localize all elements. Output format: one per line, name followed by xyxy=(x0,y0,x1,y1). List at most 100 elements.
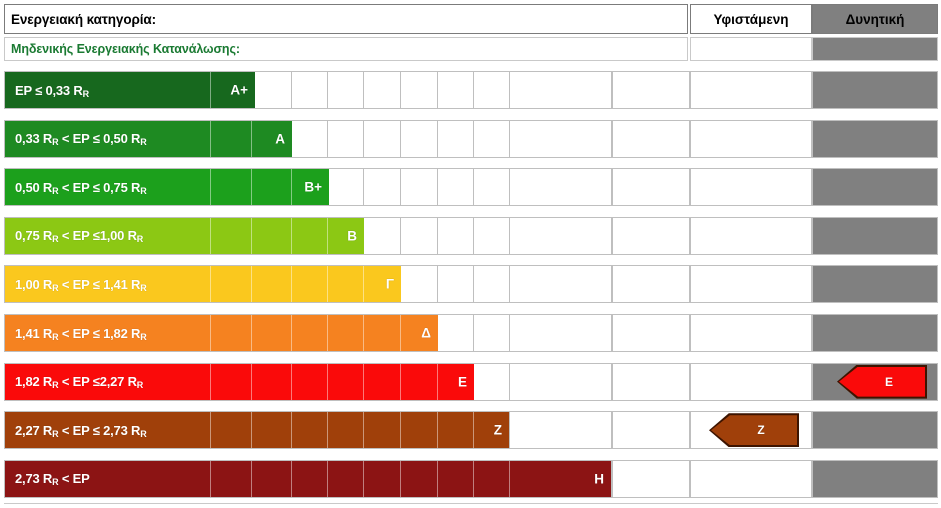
bar-gridline xyxy=(363,169,364,206)
potential-cell-B+ xyxy=(812,168,938,207)
rating-marker-body: E xyxy=(839,366,925,397)
bar-grade-label-A: A xyxy=(275,131,285,147)
page-title: Ενεργειακή κατηγορία: xyxy=(4,4,688,34)
bar-segment-separator xyxy=(363,266,364,303)
bar-gridline xyxy=(509,72,510,108)
zero-energy-potential-cell xyxy=(812,37,938,61)
category-row: 1,00 RR < EP ≤ 1,41 RR Γ xyxy=(0,260,941,309)
bar-grade-label-Z: Z xyxy=(493,422,502,438)
bar-segment-separator xyxy=(437,363,438,400)
bar-gridline xyxy=(473,266,474,303)
bar-track: 2,73 RR < EP H xyxy=(4,459,612,498)
bar-grade-label-Δ: Δ xyxy=(421,325,431,341)
bar-gridline xyxy=(509,169,510,206)
bar-segment-separator xyxy=(291,315,292,351)
bar-segment-separator xyxy=(363,315,364,351)
bar-tail-cell xyxy=(612,314,690,352)
column-header-existing: Υφιστάμενη xyxy=(690,4,812,34)
bar-gridline xyxy=(437,120,438,157)
bar-gridline xyxy=(363,72,364,108)
bar-gridline xyxy=(473,217,474,254)
bar-gridline xyxy=(473,72,474,108)
bar-gridline xyxy=(400,217,401,254)
bar-tail-cell xyxy=(612,459,690,498)
category-row: 1,41 RR < EP ≤ 1,82 RR Δ xyxy=(0,309,941,358)
bar-segment-separator xyxy=(400,460,401,497)
bar-segment-separator xyxy=(363,363,364,400)
bar-gridline xyxy=(509,217,510,254)
bar-segment-separator xyxy=(291,363,292,400)
column-header-potential: Δυνητική xyxy=(812,4,938,34)
page-title-text: Ενεργειακή κατηγορία: xyxy=(11,11,156,27)
rating-marker-Z: Z xyxy=(709,413,799,448)
potential-cell-B xyxy=(812,216,938,255)
zero-energy-label-text: Μηδενικής Ενεργειακής Κατανάλωσης: xyxy=(11,42,240,56)
existing-cell-Γ xyxy=(690,265,812,304)
bar-gridline xyxy=(473,120,474,157)
bar-gridline xyxy=(509,315,510,351)
bar-range-label: 1,00 RR < EP ≤ 1,41 RR xyxy=(15,276,147,293)
bar-grade-label-B: B xyxy=(347,228,357,244)
category-row: EP ≤ 0,33 RR A+ xyxy=(0,66,941,115)
bar-segment-separator xyxy=(327,217,328,254)
bar-segment-separator xyxy=(291,217,292,254)
bar-fill-E: 1,82 RR < EP ≤2,27 RR E xyxy=(5,363,474,400)
column-header-potential-label: Δυνητική xyxy=(845,11,905,27)
bar-tail-cell xyxy=(612,265,690,304)
bar-segment-separator xyxy=(437,460,438,497)
existing-cell-Z: Z xyxy=(690,411,812,450)
existing-cell-E xyxy=(690,362,812,401)
bar-gridline xyxy=(291,72,292,108)
bar-segment-separator xyxy=(251,266,252,303)
rating-marker-E: E xyxy=(837,364,927,399)
bar-range-label: EP ≤ 0,33 RR xyxy=(15,82,89,99)
existing-cell-Δ xyxy=(690,314,812,352)
bar-range-label: 1,82 RR < EP ≤2,27 RR xyxy=(15,374,144,391)
bar-segment-separator xyxy=(210,266,211,303)
bar-segment-separator xyxy=(210,217,211,254)
existing-cell-A xyxy=(690,119,812,158)
bar-segment-separator xyxy=(210,72,211,108)
bar-gridline xyxy=(437,266,438,303)
bar-range-label: 0,33 RR < EP ≤ 0,50 RR xyxy=(15,131,147,148)
bar-segment-separator xyxy=(473,412,474,449)
bar-segment-separator xyxy=(400,412,401,449)
bar-track: 0,50 RR < EP ≤ 0,75 RR B+ xyxy=(4,168,612,207)
category-row: 0,33 RR < EP ≤ 0,50 RR A xyxy=(0,115,941,164)
potential-cell-Δ xyxy=(812,314,938,352)
bar-fill-Γ: 1,00 RR < EP ≤ 1,41 RR Γ xyxy=(5,266,401,303)
bar-segment-separator xyxy=(327,460,328,497)
zero-energy-existing-cell xyxy=(690,37,812,61)
bar-segment-separator xyxy=(210,412,211,449)
bar-segment-separator xyxy=(210,460,211,497)
bar-range-label: 2,73 RR < EP xyxy=(15,471,90,488)
bar-segment-separator xyxy=(251,363,252,400)
bar-fill-B+: 0,50 RR < EP ≤ 0,75 RR B+ xyxy=(5,169,329,206)
bar-gridline xyxy=(509,412,510,449)
potential-cell-H xyxy=(812,459,938,498)
bar-segment-separator xyxy=(509,460,510,497)
bar-tail-cell xyxy=(612,168,690,207)
bar-grade-label-E: E xyxy=(457,374,467,390)
bar-fill-Z: 2,27 RR < EP ≤ 2,73 RR Z xyxy=(5,412,509,449)
bar-fill-H: 2,73 RR < EP H xyxy=(5,460,611,497)
bar-grade-label-Γ: Γ xyxy=(385,276,394,292)
bar-tail-cell xyxy=(612,216,690,255)
bar-segment-separator xyxy=(251,217,252,254)
bar-fill-Δ: 1,41 RR < EP ≤ 1,82 RR Δ xyxy=(5,315,438,351)
bar-gridline xyxy=(473,169,474,206)
bar-segment-separator xyxy=(291,266,292,303)
bar-gridline xyxy=(509,363,510,400)
bar-segment-separator xyxy=(251,460,252,497)
existing-cell-B+ xyxy=(690,168,812,207)
bar-range-label: 1,41 RR < EP ≤ 1,82 RR xyxy=(15,325,147,342)
bar-gridline xyxy=(509,266,510,303)
bar-gridline xyxy=(327,72,328,108)
bar-gridline xyxy=(437,217,438,254)
bar-segment-separator xyxy=(291,169,292,206)
bar-segment-separator xyxy=(291,460,292,497)
bar-tail-cell xyxy=(612,362,690,401)
bar-gridline xyxy=(473,315,474,351)
rating-marker-label: Z xyxy=(757,423,765,438)
